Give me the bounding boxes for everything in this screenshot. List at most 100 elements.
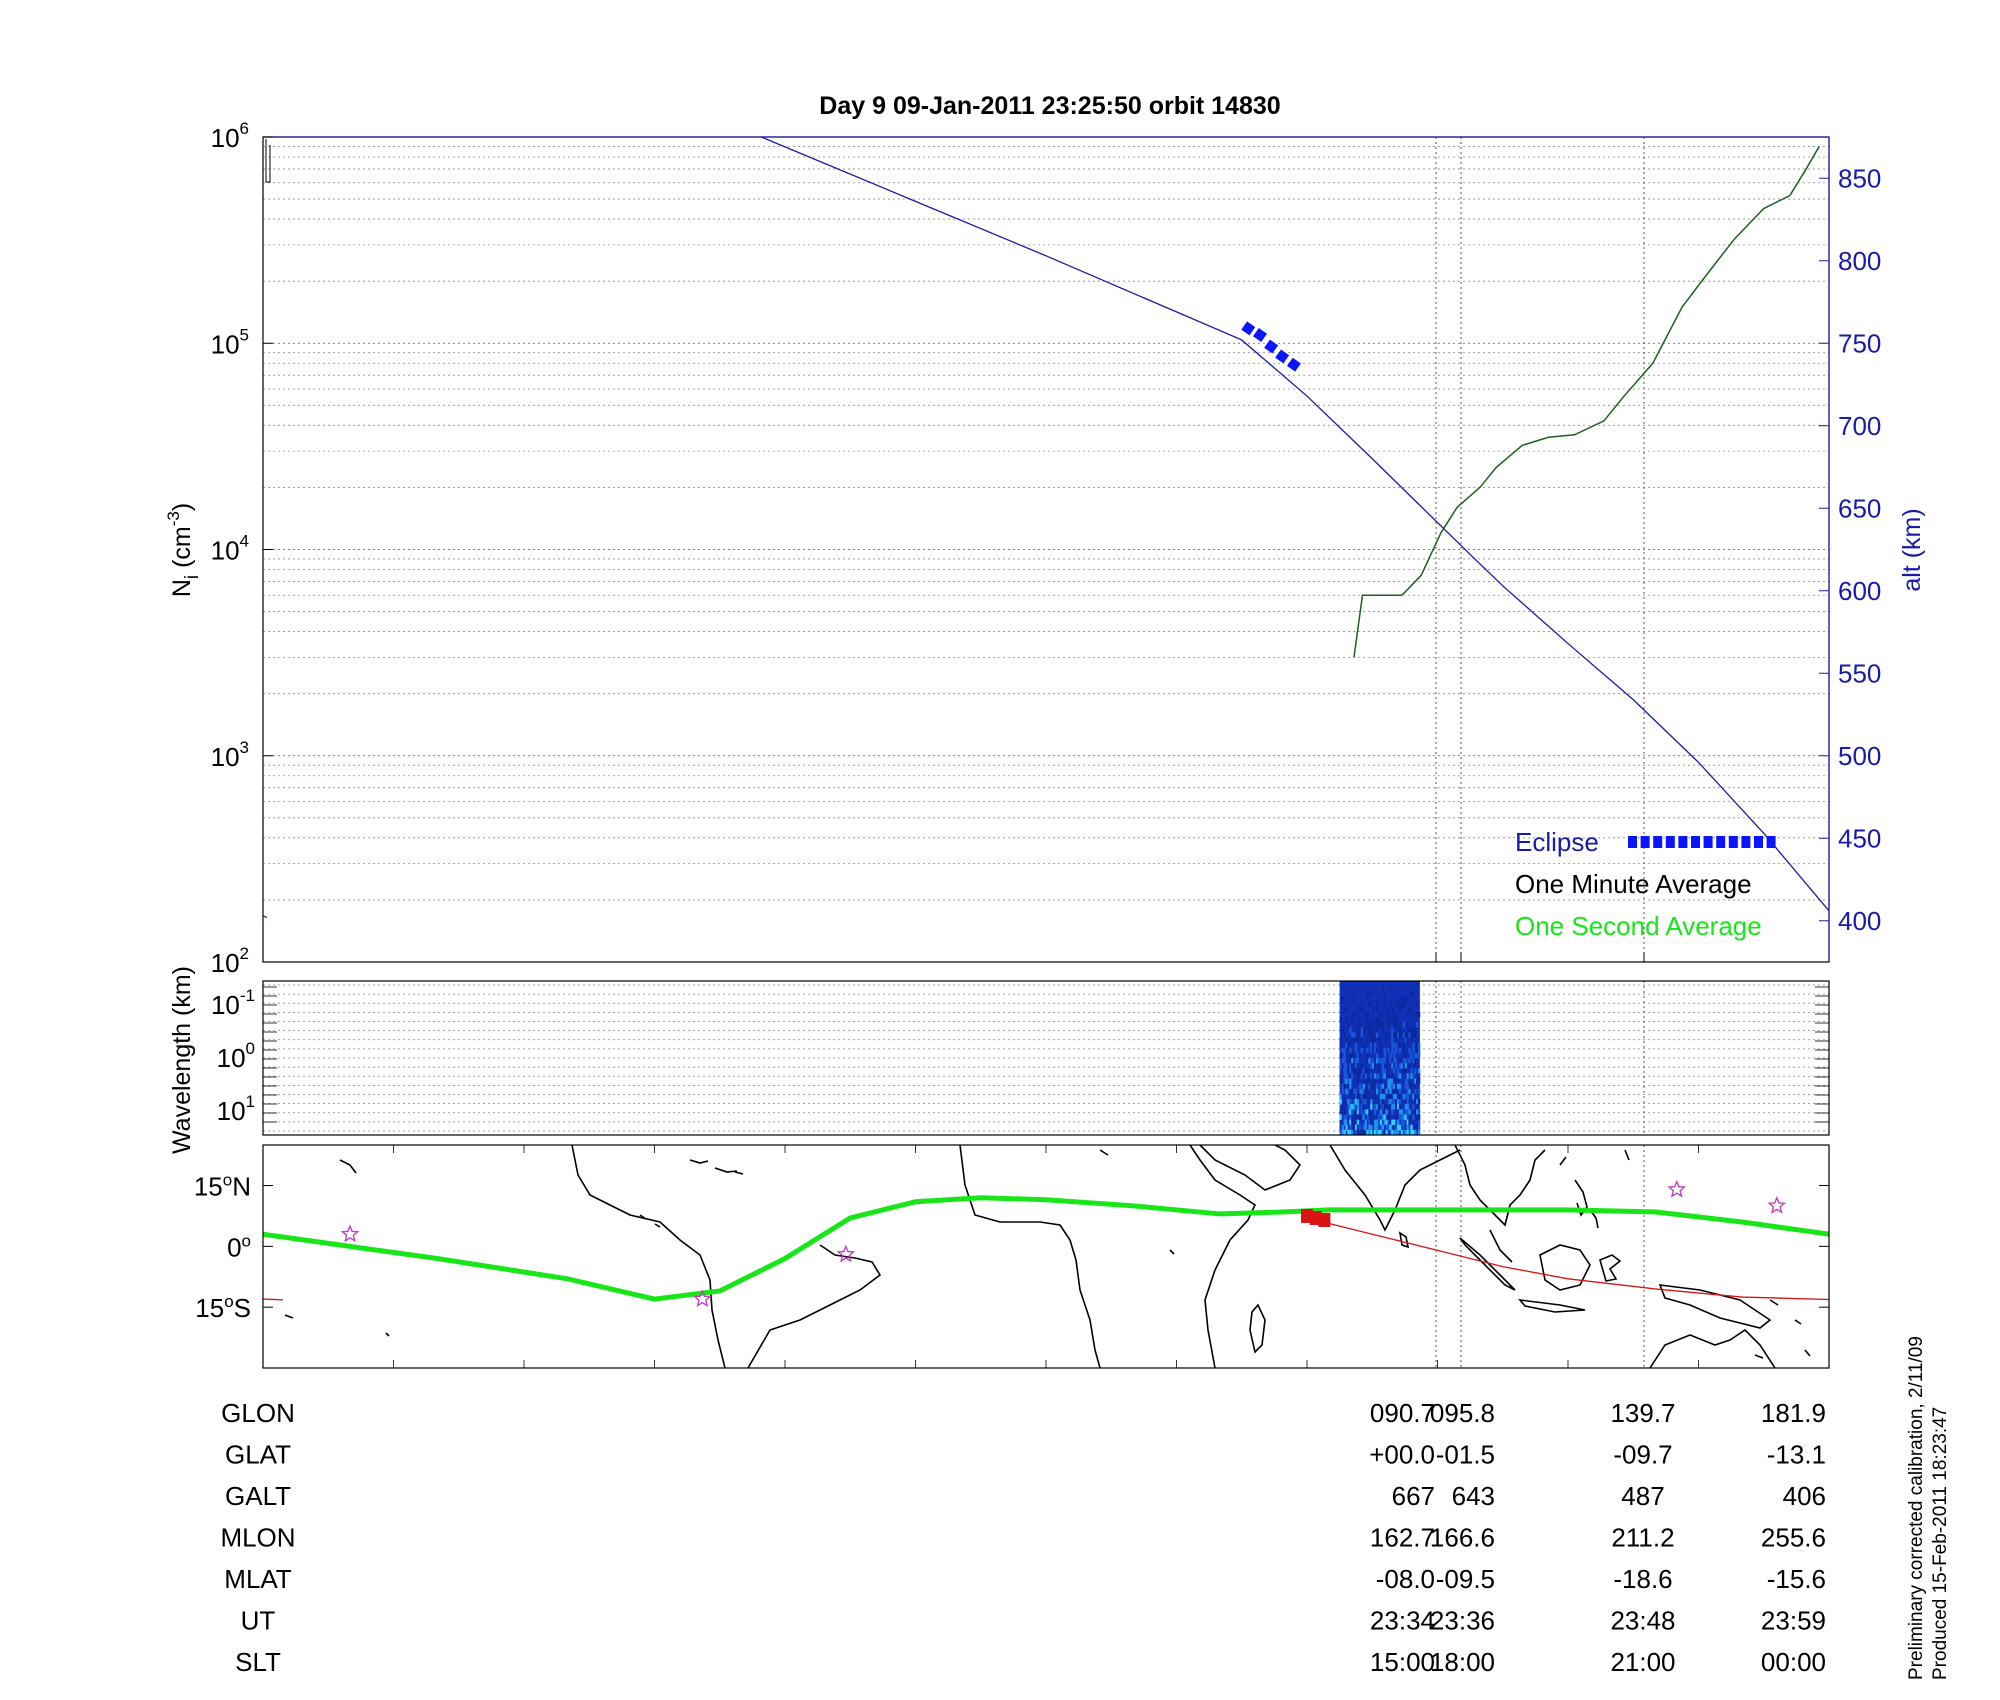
table-cell: 090.7 [1370,1398,1435,1428]
heatmap-cell [1396,1022,1400,1028]
heatmap-cell [1391,1073,1394,1079]
heatmap-cell [1389,1063,1392,1069]
heatmap-cell [1368,1001,1371,1008]
heatmap-cell [1383,991,1386,997]
legend-eclipse-block [1703,836,1713,848]
heatmap-cell [1366,1022,1369,1028]
heatmap-cell [1375,1073,1379,1079]
heatmap-cell [1375,1001,1379,1008]
heatmap-cell [1343,1099,1346,1105]
heatmap-cell [1416,1042,1419,1049]
heatmap-cell [1385,1037,1388,1043]
top-left-fragment [265,139,271,183]
heatmap-cell [1393,1078,1396,1085]
heatmap-cell [1375,1119,1379,1126]
coastlines [284,1145,1811,1368]
heatmap-cell [1404,1114,1407,1120]
heatmap-cell [1360,1047,1363,1054]
heatmap-cell [1347,1119,1350,1126]
heatmap-cell [1370,1047,1373,1054]
heatmap-cell [1393,1011,1396,1018]
heatmap-cell [1406,1011,1409,1018]
heatmap-cell [1379,1119,1383,1126]
heatmap-cell [1402,1119,1405,1126]
heatmap-cell [1408,1088,1411,1095]
heatmap-cell [1370,1124,1373,1131]
heatmap-cell [1410,1124,1413,1131]
heatmap-cell [1349,1063,1352,1069]
y-tick-label: 104 [211,532,249,566]
y2-tick-label: 800 [1838,246,1881,276]
heatmap-cell [1389,1078,1392,1085]
table-cell: -09.5 [1436,1564,1495,1594]
eclipse-marker [1286,357,1301,372]
heatmap-cell [1356,1119,1360,1126]
table-cell: 162.7 [1370,1523,1435,1553]
heatmap-cell [1406,1099,1409,1105]
heatmap-cell [1349,1052,1352,1059]
heatmap-cell [1406,1114,1409,1120]
heatmap-cell [1354,1124,1358,1131]
heatmap-cell [1343,1058,1346,1064]
coastline-1 [747,1244,882,1368]
heatmap-cell [1387,1124,1390,1131]
heatmap-cell [1368,1032,1371,1038]
heatmap-cell [1381,1068,1384,1074]
heatmap-cell [1383,1104,1386,1110]
heatmap-cell [1395,1088,1398,1095]
heatmap-cell [1343,1119,1346,1126]
heatmap-cell [1366,1114,1369,1120]
heatmap-cell [1389,1052,1392,1059]
heatmap-cell [1362,1083,1365,1090]
heatmap-cell [1396,1083,1400,1090]
heatmap-cell [1364,1073,1367,1079]
heatmap-cell [1341,1129,1344,1136]
heatmap-cell [1354,1093,1358,1100]
heatmap-cell [1381,1114,1384,1120]
coastline-9 [1398,1231,1410,1249]
heatmap-cell [1400,1119,1404,1126]
heatmap-cell [1398,1114,1402,1120]
heatmap-cell [1400,1032,1404,1038]
y-tick-exp: 3 [240,738,249,757]
heatmap-cell [1414,1093,1417,1100]
heatmap-cell [1412,1027,1415,1033]
table-cell: 643 [1452,1481,1495,1511]
heatmap-cell [1414,1063,1417,1069]
heatmap-cell [1370,1114,1373,1120]
heatmap-cell [1417,1052,1421,1059]
heatmap-cell [1368,1099,1371,1105]
heatmap-cell [1385,1093,1388,1100]
heatmap-cell [1366,1047,1369,1054]
heatmap-cell [1354,1129,1358,1136]
heatmap-cell [1414,1129,1417,1136]
spectrogram-heatmap [1339,981,1421,1136]
table-cell: 181.9 [1761,1398,1826,1428]
heatmap-cell [1417,1124,1421,1131]
heatmap-cell [1370,1073,1373,1079]
heatmap-cell [1366,1093,1369,1100]
legend-one-second-label: One Second Average [1515,911,1762,941]
heatmap-cell [1379,1088,1383,1095]
heatmap-cell [1351,1058,1354,1064]
heatmap-cell [1404,1099,1407,1105]
heatmap-cell [1343,1129,1346,1136]
heatmap-cell [1358,1088,1362,1095]
heatmap-cell [1366,1052,1369,1059]
heatmap-cell [1387,1114,1390,1120]
heatmap-cell [1370,1119,1373,1126]
heatmap-cell [1381,1124,1384,1131]
density-gridlines [263,146,1829,963]
heatmap-cell [1370,991,1373,997]
heatmap-cell [1362,1006,1365,1013]
heatmap-cell [1391,1058,1394,1064]
heatmap-cell [1381,1073,1384,1079]
heatmap-cell [1370,1063,1373,1069]
table-cell: 255.6 [1761,1523,1826,1553]
heatmap-cell [1414,1058,1417,1064]
heatmap-cell [1364,1114,1367,1120]
heatmap-cell [1364,1109,1367,1115]
heatmap-cell [1406,1047,1409,1054]
heatmap-cell [1385,1119,1388,1126]
heatmap-cell [1360,1042,1363,1049]
